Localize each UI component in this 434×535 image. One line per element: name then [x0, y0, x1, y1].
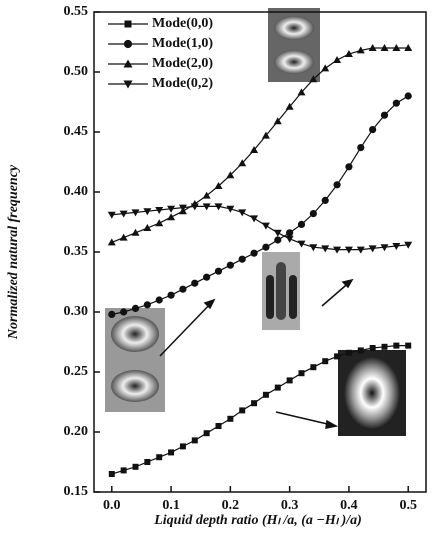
marker	[298, 221, 305, 228]
marker	[334, 353, 340, 359]
marker	[370, 345, 376, 351]
legend-label: Mode(2,0)	[152, 56, 213, 71]
marker	[132, 305, 139, 312]
marker	[262, 223, 270, 230]
marker	[109, 471, 115, 477]
marker	[263, 392, 269, 398]
marker	[156, 454, 162, 460]
marker	[274, 230, 282, 237]
x-axis-label: Liquid depth ratio (Hₗ /a, (a −Hₗ )/a)	[153, 513, 362, 528]
marker	[345, 163, 352, 170]
marker	[167, 292, 174, 299]
marker	[155, 219, 163, 226]
marker	[156, 296, 163, 303]
marker	[346, 350, 352, 356]
marker	[275, 385, 281, 391]
y-tick-label: 0.15	[64, 484, 89, 499]
marker	[180, 443, 186, 449]
y-tick-label: 0.55	[64, 4, 89, 19]
series-line	[112, 206, 408, 249]
marker	[203, 274, 210, 281]
legend-label: Mode(1,0)	[152, 36, 213, 51]
marker	[124, 40, 132, 48]
y-tick-label: 0.30	[64, 304, 89, 319]
marker	[238, 209, 246, 216]
marker	[405, 343, 411, 349]
y-axis-label: Normalized natural frequency	[6, 164, 21, 340]
marker	[310, 364, 316, 370]
chart: Normalized natural frequency Liquid dept…	[0, 0, 434, 530]
marker	[299, 370, 305, 376]
x-tick-label: 0.3	[281, 498, 299, 513]
y-tick-label: 0.50	[64, 64, 89, 79]
marker	[215, 268, 222, 275]
marker	[382, 344, 388, 350]
x-tick-label: 0.0	[103, 498, 121, 513]
marker	[108, 311, 115, 318]
marker	[369, 126, 376, 133]
marker	[322, 358, 328, 364]
marker	[216, 423, 222, 429]
marker	[310, 210, 317, 217]
marker	[322, 197, 329, 204]
marker	[274, 236, 281, 243]
marker	[133, 464, 139, 470]
marker	[251, 400, 257, 406]
marker	[405, 92, 412, 99]
marker	[250, 215, 258, 222]
marker	[227, 262, 234, 269]
marker	[121, 467, 127, 473]
marker	[239, 407, 245, 413]
marker	[321, 64, 329, 71]
y-tick-label: 0.40	[64, 184, 89, 199]
marker	[120, 308, 127, 315]
marker	[204, 430, 210, 436]
marker	[192, 437, 198, 443]
marker	[393, 100, 400, 107]
marker	[108, 212, 116, 219]
series-line	[112, 96, 408, 314]
marker	[239, 256, 246, 263]
x-tick-label: 0.1	[162, 498, 180, 513]
legend-label: Mode(0,0)	[152, 16, 213, 31]
x-tick-label: 0.4	[340, 498, 358, 513]
mode-shape-insets	[105, 8, 406, 436]
y-tick-label: 0.35	[64, 244, 89, 259]
marker	[250, 250, 257, 257]
marker	[168, 449, 174, 455]
marker	[357, 144, 364, 151]
marker	[125, 21, 132, 28]
marker	[381, 112, 388, 119]
x-tick-label: 0.2	[222, 498, 240, 513]
marker	[144, 301, 151, 308]
marker	[393, 343, 399, 349]
y-tick-label: 0.25	[64, 364, 89, 379]
marker	[358, 347, 364, 353]
marker	[287, 377, 293, 383]
marker	[167, 213, 175, 220]
y-tick-label: 0.45	[64, 124, 89, 139]
x-tick-label: 0.5	[399, 498, 417, 513]
marker	[333, 56, 341, 63]
legend-label: Mode(0,2)	[152, 76, 213, 91]
y-tick-label: 0.20	[64, 424, 89, 439]
marker	[179, 286, 186, 293]
marker	[227, 416, 233, 422]
marker	[286, 229, 293, 236]
marker	[191, 280, 198, 287]
marker	[144, 459, 150, 465]
marker	[333, 181, 340, 188]
marker	[262, 244, 269, 251]
